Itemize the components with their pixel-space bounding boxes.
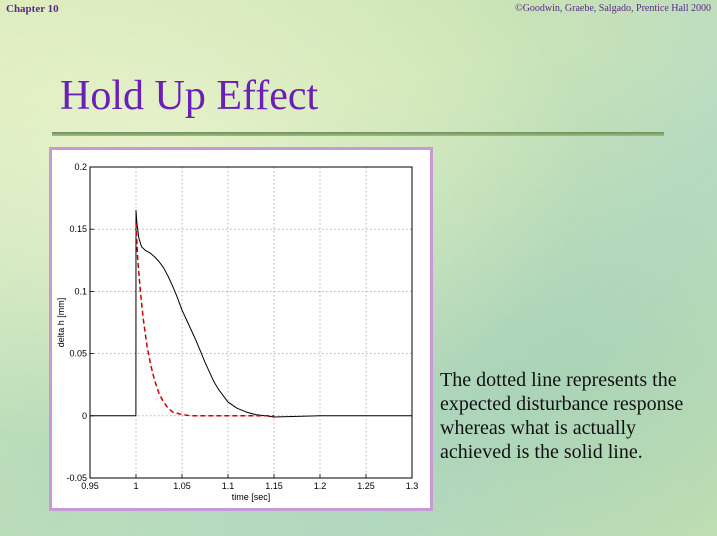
x-tick-label: 1.15 <box>265 481 283 491</box>
x-axis-label: time [sec] <box>232 492 271 502</box>
copyright-notice: ©Goodwin, Graebe, Salgado, Prentice Hall… <box>515 3 711 14</box>
x-tick-label: 1.2 <box>314 481 327 491</box>
y-tick-label: 0.1 <box>74 286 87 296</box>
x-tick-label: 1.3 <box>406 481 419 491</box>
slide-caption: The dotted line represents the expected … <box>440 369 684 463</box>
chapter-label: Chapter 10 <box>6 3 59 15</box>
x-tick-label: 1 <box>133 481 138 491</box>
y-tick-label: 0.05 <box>69 349 87 359</box>
slide-title: Hold Up Effect <box>60 73 319 119</box>
dotted-response-line <box>135 222 274 417</box>
title-underline <box>52 132 664 136</box>
x-tick-label: 0.95 <box>81 481 99 491</box>
x-tick-label: 1.25 <box>357 481 375 491</box>
line-chart: 0.95 1 1.05 1.1 1.15 1.2 1.25 1.3 -0.05 0 0.05 0.1 0… <box>56 162 419 502</box>
chart-frame: 0.95 1 1.05 1.1 1.15 1.2 1.25 1.3 -0.05 0 0.05 0.1 0… <box>52 150 430 508</box>
y-axis-label: delta h [mm] <box>56 298 66 348</box>
x-tick-label: 1.05 <box>173 481 191 491</box>
y-tick-label: 0.15 <box>69 224 87 234</box>
y-tick-label: -0.05 <box>66 473 87 483</box>
y-tick-label: 0 <box>82 411 87 421</box>
plot-area-border <box>89 166 413 479</box>
x-tick-label: 1.1 <box>222 481 235 491</box>
y-tick-label: 0.2 <box>74 162 87 172</box>
solid-response-line <box>90 210 412 418</box>
